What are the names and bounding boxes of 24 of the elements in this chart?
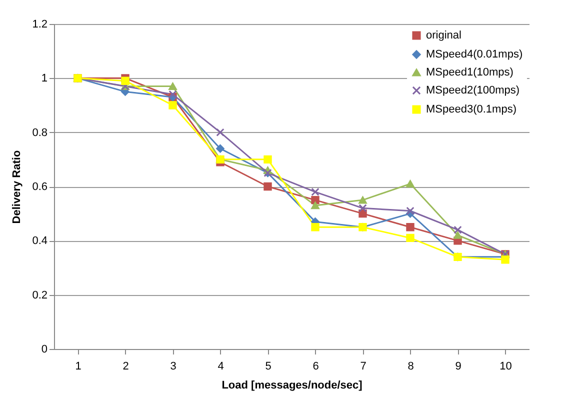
y-tick-label: 0 [41, 344, 48, 356]
x-tick-label: 1 [75, 360, 82, 372]
legend-label: MSpeed1(10mps) [426, 66, 514, 78]
y-tick-label: 0.6 [32, 181, 48, 193]
y-axis-title: Delivery Ratio [11, 150, 24, 224]
x-axis-title: Load [messages/node/sec] [222, 380, 363, 392]
legend-label: MSpeed3(0.1mps) [426, 104, 516, 116]
x-tick-label: 9 [455, 360, 462, 372]
x-tick-label: 7 [360, 360, 366, 372]
y-tick-label: 0.2 [32, 289, 48, 302]
x-tick-label: 6 [312, 360, 319, 372]
y-tick-label: 1.2 [32, 18, 48, 30]
y-tick-label: 0.8 [32, 126, 48, 139]
legend-label: MSpeed4(0.01mps) [426, 48, 523, 60]
legend-label: MSpeed2(100mps) [426, 84, 520, 96]
y-tick-label: 0.4 [32, 235, 48, 248]
x-tick-label: 10 [500, 360, 512, 372]
y-tick-label: 1 [41, 72, 48, 85]
x-tick-label: 4 [218, 360, 224, 372]
x-tick-label: 2 [122, 360, 129, 372]
x-tick-label: 5 [265, 360, 272, 372]
legend-label: original [426, 30, 462, 42]
x-tick-label: 8 [408, 360, 414, 372]
x-tick-label: 3 [170, 360, 176, 372]
